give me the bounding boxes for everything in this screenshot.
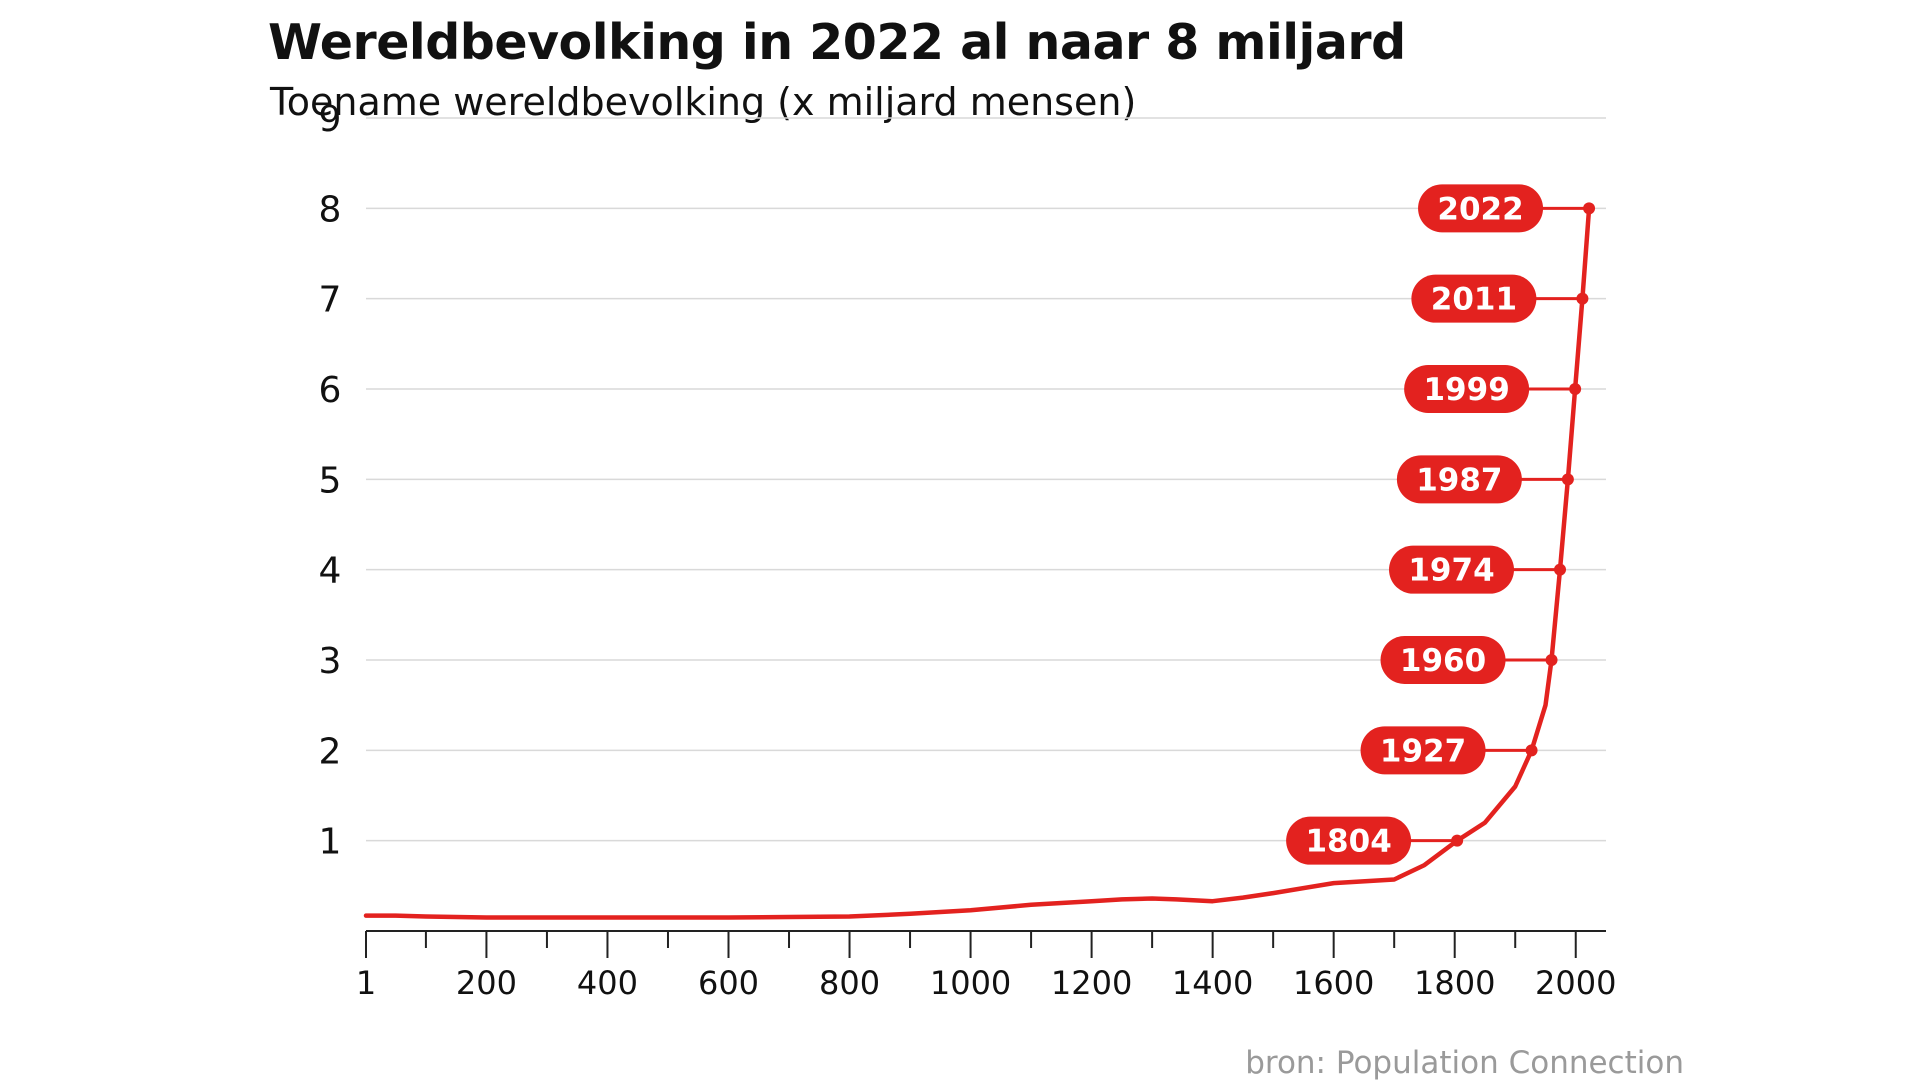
milestone-label: 1804 [1305,824,1391,860]
milestone-1960: 1960 [1380,636,1558,684]
y-tick-label: 9 [319,99,342,140]
milestone-1974: 1974 [1389,545,1567,594]
milestone-dot [1583,202,1596,215]
milestone-2011: 2011 [1411,274,1589,323]
milestone-2022: 2022 [1418,184,1596,233]
chart-title: Wereldbevolking in 2022 al naar 8 miljar… [268,14,1406,71]
milestone-1927: 1927 [1360,726,1538,775]
milestone-dot [1576,292,1589,305]
milestone-label: 2022 [1437,191,1523,227]
y-tick-label: 8 [319,189,342,230]
y-tick-label: 4 [319,551,342,592]
x-tick-label: 1400 [1172,964,1253,1000]
x-axis-tick-labels: 1 200 400 600 800 1000 1200 1400 1600 1800 2000 [356,964,1617,1000]
x-tick-label: 600 [698,964,759,1000]
milestone-badge [1404,365,1530,413]
milestone-1804: 1804 [1286,816,1464,865]
milestone-dot [1525,744,1538,757]
milestone-label: 1974 [1408,553,1494,589]
x-axis [365,930,1606,958]
y-tick-label: 2 [319,731,342,772]
milestone-label: 1960 [1400,643,1486,679]
milestone-dot [1451,834,1464,847]
milestone-dot [1545,654,1558,666]
milestone-badge [1286,816,1412,865]
milestone-badge [1396,455,1522,504]
milestone-label: 1999 [1423,372,1509,408]
x-tick-label: 2000 [1535,964,1616,1000]
x-tick-label: 1000 [930,964,1011,1000]
y-tick-label: 6 [319,370,342,411]
x-tick-label: 400 [577,964,638,1000]
milestone-badge [1380,636,1506,684]
population-line [363,206,1592,920]
milestone-label: 1987 [1416,462,1502,498]
milestone-label: 1927 [1380,733,1466,769]
y-tick-label: 7 [319,280,342,321]
milestone-1987: 1987 [1396,455,1574,504]
milestone-dot [1554,563,1567,576]
x-tick-label: 1 [356,964,376,1000]
milestone-label: 2011 [1431,282,1517,318]
milestone-badge [1411,274,1537,323]
chart-subtitle: Toename wereldbevolking (x miljard mense… [270,80,1137,124]
y-tick-label: 5 [319,460,342,501]
y-axis-tick-labels: 1 2 3 4 5 6 7 8 9 [319,99,342,863]
x-tick-label: 1200 [1051,964,1132,1000]
milestone-markers: 1804 1927 1960 1974 1987 1999 2011 2022 [1286,184,1596,865]
x-tick-label: 1800 [1414,964,1495,1000]
milestone-badge [1389,545,1515,594]
population-series [363,206,1592,920]
x-tick-label: 800 [819,964,880,1000]
milestone-1999: 1999 [1404,365,1582,413]
y-tick-label: 1 [319,822,342,863]
x-tick-label: 200 [456,964,517,1000]
milestone-badge [1360,726,1486,775]
y-tick-label: 3 [319,641,342,682]
milestone-dot [1561,473,1574,486]
x-tick-label: 1600 [1293,964,1374,1000]
milestone-badge [1418,184,1544,233]
source-note: bron: Population Connection [1245,1045,1684,1081]
milestone-dot [1569,383,1582,395]
